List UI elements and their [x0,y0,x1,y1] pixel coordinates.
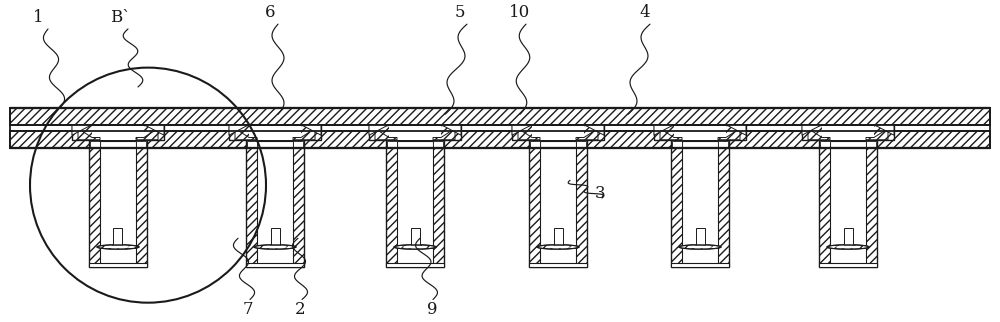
Polygon shape [802,125,830,140]
Bar [10,108,990,148]
Bar [671,140,729,267]
Ellipse shape [105,246,131,248]
Bar [89,140,147,267]
Text: 7: 7 [243,301,253,317]
Bar [249,126,301,140]
Polygon shape [512,125,540,140]
Bar [654,125,746,140]
Bar [369,125,461,140]
Bar [512,125,604,140]
Polygon shape [584,125,604,135]
Bar [397,141,433,266]
Bar [270,228,280,245]
Ellipse shape [679,245,721,249]
Bar [718,141,728,147]
Text: 4: 4 [640,5,650,21]
Bar [387,141,397,147]
Bar [696,228,704,245]
Bar [540,141,576,266]
Ellipse shape [254,245,296,249]
Bar [530,141,540,147]
Polygon shape [301,125,321,135]
Text: B`: B` [110,9,130,26]
Polygon shape [72,125,100,140]
Polygon shape [654,125,682,140]
Bar [554,228,563,245]
Bar [820,141,830,147]
Polygon shape [72,125,92,135]
Polygon shape [576,125,604,140]
Bar [247,141,257,147]
Polygon shape [433,125,461,140]
Polygon shape [229,125,249,135]
Bar [674,126,726,140]
Bar [10,131,990,148]
Bar [576,141,586,147]
Bar [819,263,877,267]
Ellipse shape [835,246,861,248]
Ellipse shape [537,245,579,249]
Bar [802,125,894,140]
Bar [100,141,136,266]
Bar [844,228,852,245]
Bar [529,263,587,267]
Bar [433,141,443,147]
Polygon shape [144,125,164,135]
Polygon shape [874,125,894,135]
Bar [529,140,587,267]
Bar [386,263,444,267]
Polygon shape [441,125,461,135]
Bar [136,141,146,147]
Bar [90,141,100,147]
Bar [293,141,303,147]
Bar [246,263,304,267]
Bar [92,126,144,140]
Ellipse shape [394,245,436,249]
Text: 3: 3 [595,185,605,202]
Polygon shape [229,125,257,140]
Bar [113,228,122,245]
Polygon shape [726,125,746,135]
Ellipse shape [827,245,869,249]
Bar [89,263,147,267]
Bar [411,228,420,245]
Ellipse shape [545,246,571,248]
Polygon shape [369,125,397,140]
Polygon shape [802,125,822,135]
Text: 1: 1 [33,9,43,26]
Text: 2: 2 [295,301,305,317]
Bar [246,140,304,267]
Bar [257,141,293,266]
Ellipse shape [262,246,288,248]
Ellipse shape [97,245,139,249]
Bar [386,140,444,267]
Bar [671,263,729,267]
Polygon shape [369,125,389,135]
Bar [819,140,877,267]
Text: 6: 6 [265,5,275,21]
Bar [672,141,682,147]
Polygon shape [512,125,532,135]
Text: 5: 5 [455,5,465,21]
Bar [532,126,584,140]
Bar [389,126,441,140]
Bar [866,141,876,147]
Polygon shape [136,125,164,140]
Text: 9: 9 [427,301,437,317]
Polygon shape [718,125,746,140]
Polygon shape [654,125,674,135]
Bar [682,141,718,266]
Polygon shape [293,125,321,140]
Polygon shape [866,125,894,140]
Ellipse shape [402,246,428,248]
Bar [830,141,866,266]
Bar [10,108,990,125]
Bar [10,108,990,125]
Bar [822,126,874,140]
Ellipse shape [687,246,713,248]
Bar [72,125,164,140]
Bar [10,131,990,148]
Bar [229,125,321,140]
Text: 10: 10 [509,5,531,21]
